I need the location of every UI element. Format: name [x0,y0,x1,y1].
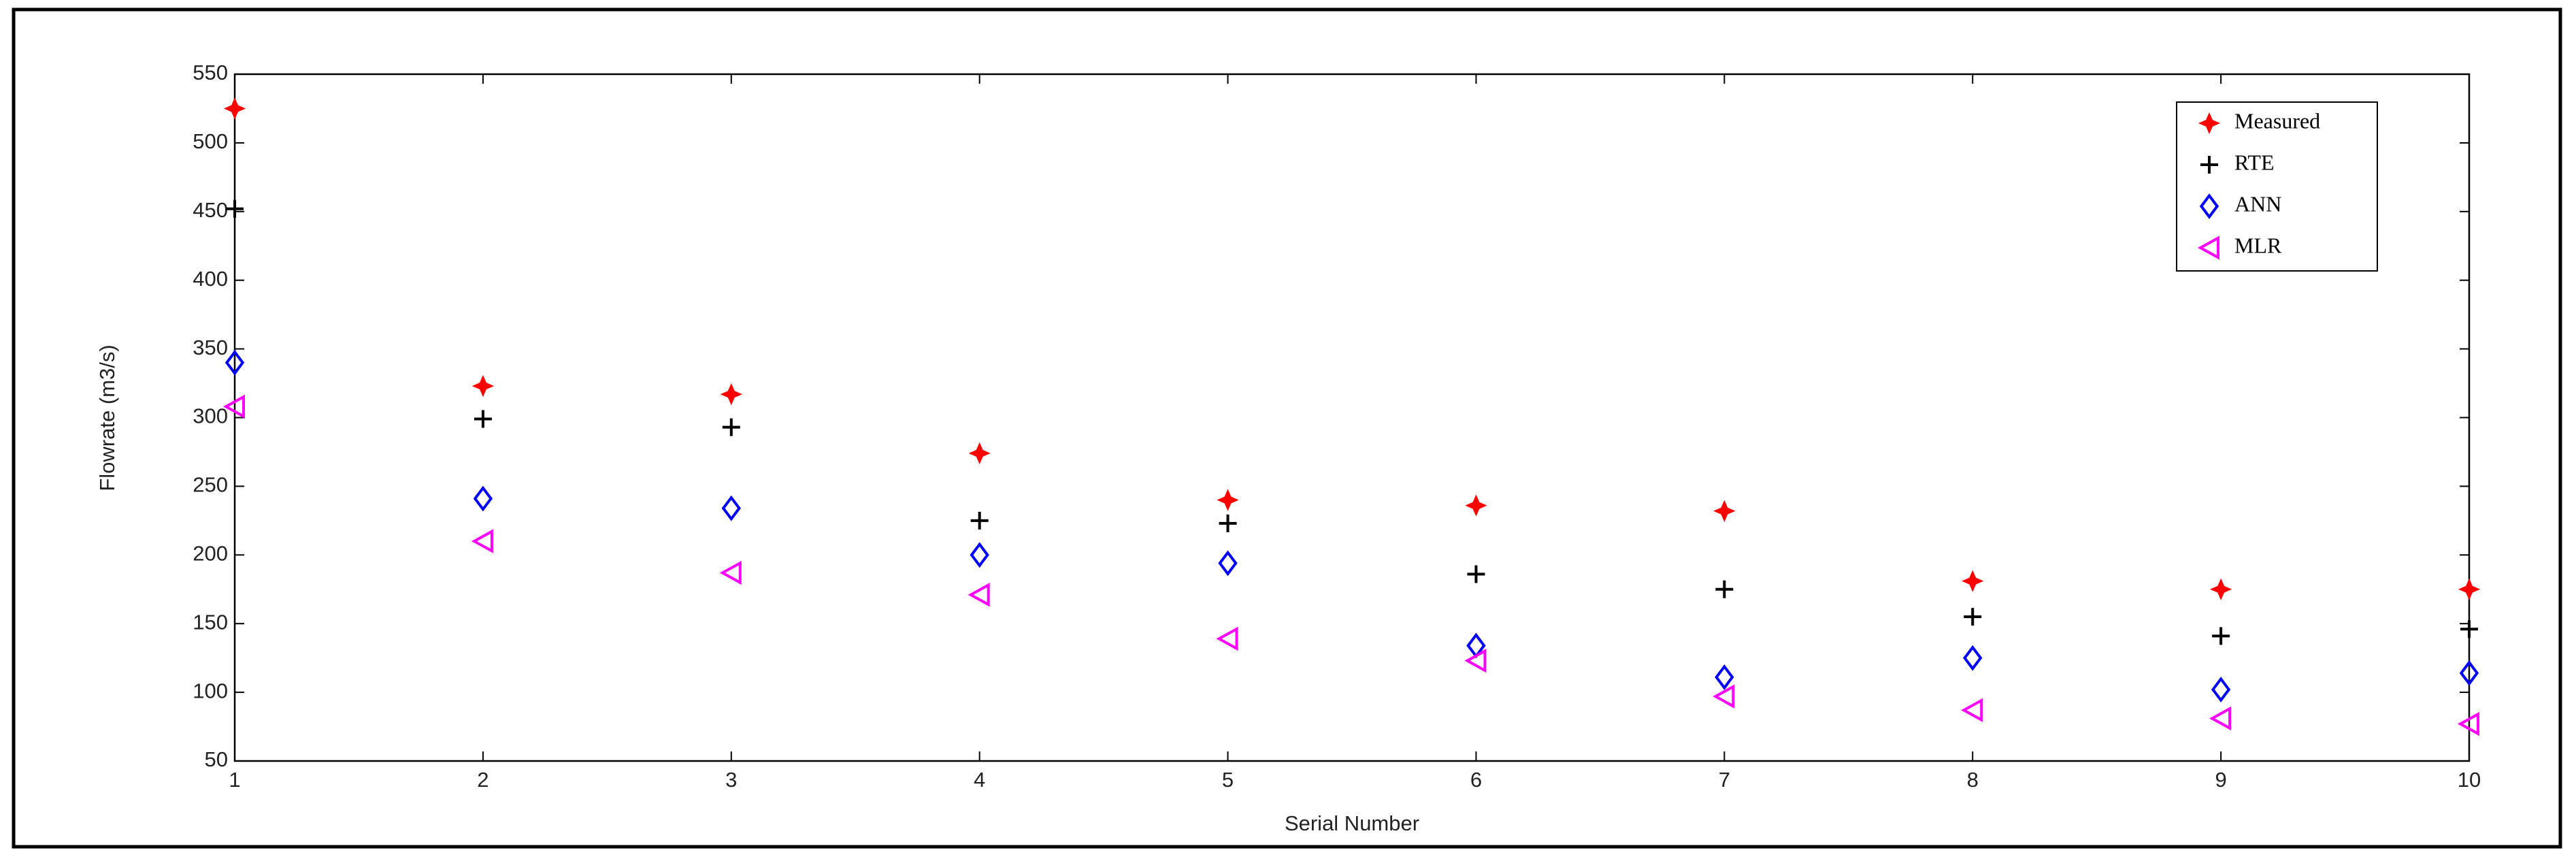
marker [222,394,245,419]
y-tick-label: 250 [193,473,228,497]
y-tick-label: 50 [205,747,228,771]
marker [2459,660,2479,686]
marker [970,542,989,568]
x-tick-label: 6 [1470,768,1482,792]
y-tick-label: 100 [193,679,228,702]
marker [1964,608,1982,626]
plot-frame [233,73,2471,762]
x-tick-label: 7 [1719,768,1730,792]
marker [2209,706,2232,731]
x-tick-label: 10 [2458,768,2481,792]
x-axis-label: Serial Number [1285,811,1419,835]
legend-marker [2200,156,2218,174]
marker [223,97,246,120]
y-tick-label: 150 [193,610,228,634]
legend: Measured RTE ANN MLR [2176,101,2378,272]
marker [1467,565,1485,583]
y-tick-label: 450 [193,198,228,222]
x-tick-label: 2 [477,768,489,792]
marker [1217,489,1239,511]
marker [473,485,493,512]
marker [472,374,495,398]
marker [719,560,742,585]
legend-label: MLR [2234,233,2282,257]
y-tick-label: 200 [193,541,228,565]
marker [721,495,741,521]
marker [720,383,742,406]
x-tick-label: 4 [974,768,985,792]
marker [970,511,989,530]
marker [226,199,244,218]
x-tick-label: 1 [229,768,240,792]
marker [2212,627,2230,645]
marker [1218,550,1238,577]
x-tick-label: 9 [2215,768,2226,792]
marker [2458,578,2481,600]
marker [2209,578,2232,600]
marker [471,529,493,553]
y-axis-label: Flowrate (m3/s) [95,344,119,491]
marker [1464,649,1487,673]
legend-label: Measured [2234,108,2320,133]
marker [1962,570,1984,592]
marker [474,410,492,428]
x-tick-label: 8 [1967,768,1979,792]
marker [722,418,740,436]
marker [1465,494,1487,517]
marker [1713,684,1735,709]
marker [1713,500,1736,522]
legend-marker [2199,193,2219,219]
marker [1216,626,1238,651]
y-tick-label: 350 [193,336,228,359]
legend-marker [2197,236,2219,260]
y-tick-label: 500 [193,129,228,153]
marker [2211,677,2231,702]
marker [1963,645,1983,671]
marker [1219,514,1237,532]
marker [225,349,245,376]
x-tick-label: 3 [725,768,737,792]
legend-label: RTE [2234,150,2275,174]
marker [2457,711,2479,736]
x-tick-label: 5 [1222,768,1234,792]
figure-border [12,7,2562,849]
marker [1715,580,1734,598]
legend-marker [2198,112,2221,135]
y-tick-label: 400 [193,267,228,291]
legend-label: ANN [2234,191,2281,216]
y-tick-label: 300 [193,404,228,428]
marker [2460,620,2478,638]
y-tick-label: 550 [193,61,228,84]
marker [968,442,991,465]
marker [1715,664,1734,690]
marker [968,583,990,607]
marker [1961,698,1983,723]
